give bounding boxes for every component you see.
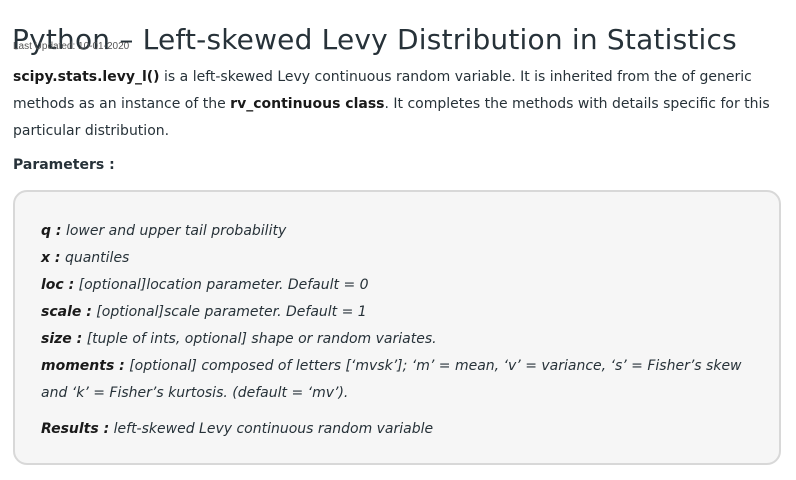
- param-item: x : quantiles: [41, 245, 761, 272]
- param-name: q :: [41, 223, 62, 239]
- intro-text-2: . It completes the methods with details …: [13, 96, 770, 139]
- results-desc: left-skewed Levy continuous random varia…: [109, 421, 434, 437]
- param-item: scale : [optional]scale parameter. Defau…: [41, 299, 761, 326]
- intro-paragraph: scipy.stats.levy_l() is a left-skewed Le…: [13, 64, 783, 145]
- param-desc: lower and upper tail probability: [61, 223, 287, 239]
- param-desc: [optional] composed of letters [‘mvsk’];…: [41, 358, 742, 401]
- param-item: moments : [optional] composed of letters…: [41, 353, 761, 407]
- param-item: q : lower and upper tail probability: [41, 218, 761, 245]
- results-label: Results :: [41, 421, 110, 437]
- param-name: moments :: [41, 358, 125, 374]
- param-desc: quantiles: [60, 250, 130, 266]
- function-name: scipy.stats.levy_l(): [13, 69, 160, 85]
- param-item: size : [tuple of ints, optional] shape o…: [41, 326, 761, 353]
- class-name: rv_continuous class: [230, 96, 385, 112]
- parameters-list: q : lower and upper tail probability x :…: [41, 218, 761, 443]
- param-desc: [optional]scale parameter. Default = 1: [91, 304, 367, 320]
- parameters-box: q : lower and upper tail probability x :…: [13, 190, 781, 465]
- param-desc: [optional]location parameter. Default = …: [74, 277, 369, 293]
- intro-text-1: is a left-skewed Levy continuous random …: [13, 69, 752, 112]
- parameters-heading: Parameters :: [13, 157, 115, 173]
- results-item: Results : left-skewed Levy continuous ra…: [41, 416, 761, 443]
- param-name: x :: [41, 250, 61, 266]
- page-title: Python – Left-skewed Levy Distribution i…: [12, 22, 737, 56]
- param-name: size :: [41, 331, 83, 347]
- param-desc: [tuple of ints, optional] shape or rando…: [82, 331, 437, 347]
- param-name: loc :: [41, 277, 75, 293]
- last-updated: Last Updated: 10-01-2020: [13, 41, 130, 52]
- param-item: loc : [optional]location parameter. Defa…: [41, 272, 761, 299]
- param-name: scale :: [41, 304, 92, 320]
